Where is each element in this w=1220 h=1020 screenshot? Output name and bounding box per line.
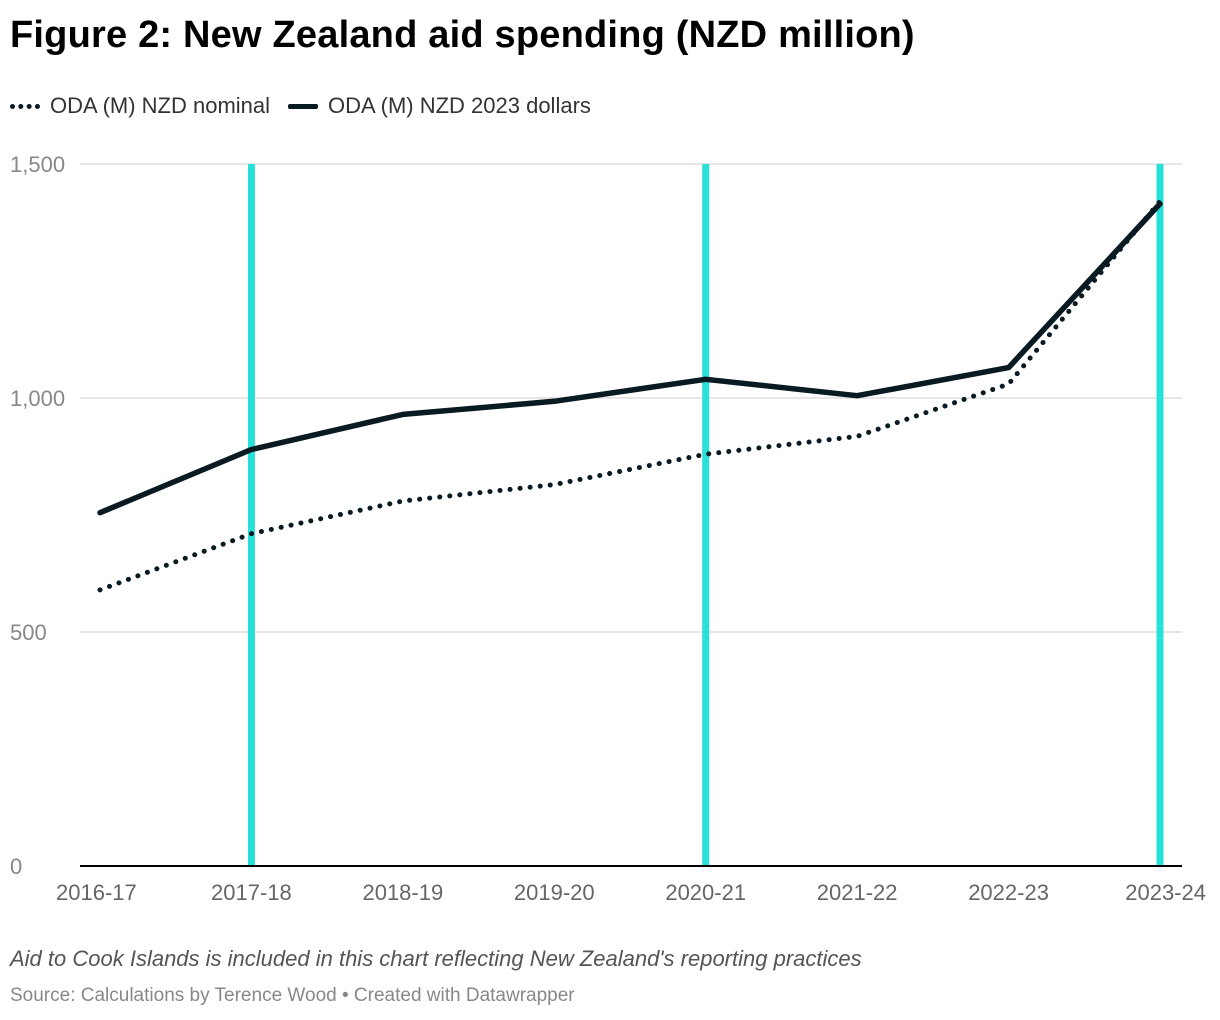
x-tick-label-2020-21: 2020-21	[665, 880, 746, 905]
legend-label-nominal: ODA (M) NZD nominal	[50, 93, 271, 118]
x-tick-label-2018-19: 2018-19	[362, 880, 443, 905]
y-tick-label-1000: 1,000	[10, 386, 65, 411]
x-tick-label-2016-17: 2016-17	[56, 880, 137, 905]
legend-label-real: ODA (M) NZD 2023 dollars	[328, 93, 591, 118]
legend-item-real: ODA (M) NZD 2023 dollars	[288, 93, 591, 119]
chart-note: Aid to Cook Islands is included in this …	[10, 946, 862, 971]
chart-legend: ODA (M) NZD nominal ODA (M) NZD 2023 dol…	[10, 92, 609, 120]
y-tick-label-1500: 1,500	[10, 152, 65, 177]
x-tick-label-2017-18: 2017-18	[211, 880, 292, 905]
legend-swatch-dotted-icon	[10, 103, 40, 109]
y-tick-label-500: 500	[10, 620, 47, 645]
chart-title: Figure 2: New Zealand aid spending (NZD …	[10, 14, 915, 56]
legend-swatch-solid-icon	[288, 103, 319, 109]
x-tick-label-2021-22: 2021-22	[817, 880, 898, 905]
x-tick-label-2019-20: 2019-20	[514, 880, 595, 905]
line-chart: 0 500 1,000 1,500 2016-17 2017-18 2018-19 2019-…	[10, 152, 1206, 905]
series-line-real	[97, 201, 1163, 516]
series-line-nominal	[97, 198, 1163, 593]
chart-source: Source: Calculations by Terence Wood • C…	[10, 985, 575, 1006]
x-tick-label-2022-23: 2022-23	[968, 880, 1049, 905]
y-tick-label-0: 0	[10, 854, 22, 879]
x-tick-label-2023-24: 2023-24	[1125, 880, 1206, 905]
legend-item-nominal: ODA (M) NZD nominal	[10, 93, 270, 119]
